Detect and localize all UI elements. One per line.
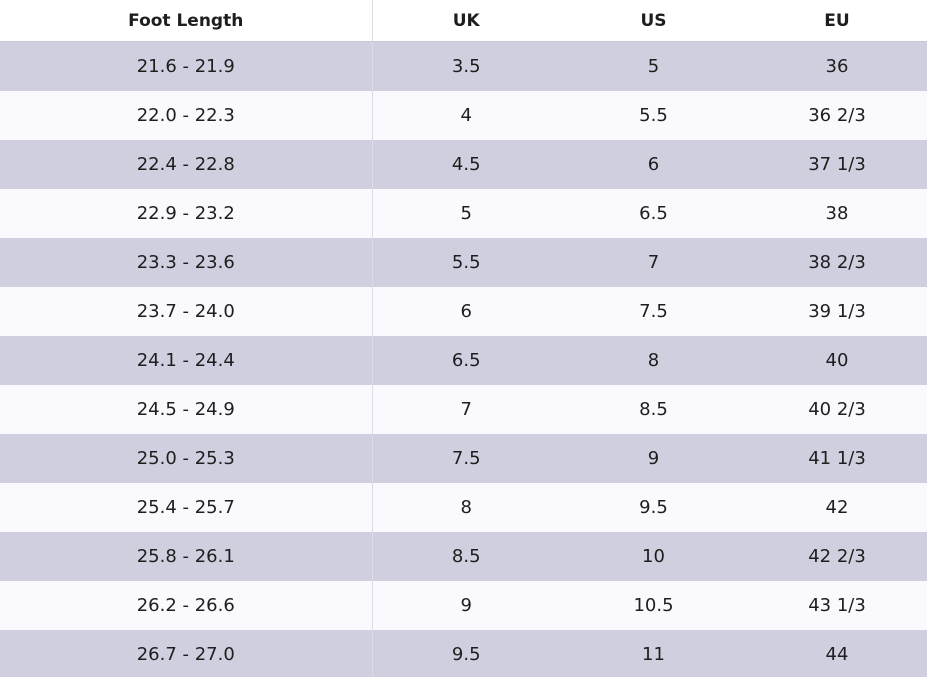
cell-eu: 44 [747,630,927,677]
cell-eu: 42 2/3 [747,532,927,581]
table-body: 21.6 - 21.9 3.5 5 36 22.0 - 22.3 4 5.5 36 2/3 22… [0,41,927,677]
table-row: 22.4 - 22.8 4.5 6 37 1/3 [0,140,927,189]
cell-uk: 8.5 [372,532,560,581]
cell-eu: 36 [747,41,927,91]
cell-eu: 36 2/3 [747,91,927,140]
cell-uk: 5.5 [372,238,560,287]
cell-eu: 40 2/3 [747,385,927,434]
cell-uk: 3.5 [372,41,560,91]
cell-us: 7.5 [560,287,747,336]
cell-eu: 38 [747,189,927,238]
cell-us: 5 [560,41,747,91]
cell-foot-length: 23.3 - 23.6 [0,238,373,287]
cell-foot-length: 25.4 - 25.7 [0,483,373,532]
cell-eu: 43 1/3 [747,581,927,630]
cell-eu: 42 [747,483,927,532]
cell-uk: 9 [372,581,560,630]
cell-foot-length: 22.9 - 23.2 [0,189,373,238]
cell-foot-length: 25.0 - 25.3 [0,434,373,483]
cell-foot-length: 23.7 - 24.0 [0,287,373,336]
table-row: 23.7 - 24.0 6 7.5 39 1/3 [0,287,927,336]
cell-uk: 5 [372,189,560,238]
table-row: 24.5 - 24.9 7 8.5 40 2/3 [0,385,927,434]
header-us: US [560,0,747,42]
header-foot-length: Foot Length [0,0,373,42]
cell-us: 8 [560,336,747,385]
cell-us: 9 [560,434,747,483]
table-header: Foot Length UK US EU [0,0,927,42]
cell-us: 11 [560,630,747,677]
cell-uk: 4 [372,91,560,140]
cell-foot-length: 25.8 - 26.1 [0,532,373,581]
cell-uk: 9.5 [372,630,560,677]
cell-uk: 6.5 [372,336,560,385]
cell-us: 10.5 [560,581,747,630]
cell-us: 8.5 [560,385,747,434]
cell-foot-length: 21.6 - 21.9 [0,41,373,91]
cell-foot-length: 24.5 - 24.9 [0,385,373,434]
table-row: 23.3 - 23.6 5.5 7 38 2/3 [0,238,927,287]
header-eu: EU [747,0,927,42]
cell-uk: 7 [372,385,560,434]
cell-us: 6.5 [560,189,747,238]
cell-foot-length: 26.7 - 27.0 [0,630,373,677]
cell-us: 5.5 [560,91,747,140]
cell-uk: 8 [372,483,560,532]
table-row: 22.9 - 23.2 5 6.5 38 [0,189,927,238]
table-row: 21.6 - 21.9 3.5 5 36 [0,41,927,91]
cell-eu: 37 1/3 [747,140,927,189]
cell-eu: 41 1/3 [747,434,927,483]
cell-uk: 6 [372,287,560,336]
cell-eu: 40 [747,336,927,385]
table-row: 26.2 - 26.6 9 10.5 43 1/3 [0,581,927,630]
cell-us: 9.5 [560,483,747,532]
table-row: 25.0 - 25.3 7.5 9 41 1/3 [0,434,927,483]
cell-foot-length: 24.1 - 24.4 [0,336,373,385]
table-row: 25.4 - 25.7 8 9.5 42 [0,483,927,532]
table-row: 24.1 - 24.4 6.5 8 40 [0,336,927,385]
cell-uk: 4.5 [372,140,560,189]
cell-eu: 39 1/3 [747,287,927,336]
header-uk: UK [372,0,560,42]
cell-uk: 7.5 [372,434,560,483]
cell-us: 6 [560,140,747,189]
table-row: 26.7 - 27.0 9.5 11 44 [0,630,927,677]
cell-foot-length: 22.0 - 22.3 [0,91,373,140]
cell-foot-length: 26.2 - 26.6 [0,581,373,630]
header-row: Foot Length UK US EU [0,0,927,42]
cell-foot-length: 22.4 - 22.8 [0,140,373,189]
cell-us: 7 [560,238,747,287]
table-row: 25.8 - 26.1 8.5 10 42 2/3 [0,532,927,581]
table-row: 22.0 - 22.3 4 5.5 36 2/3 [0,91,927,140]
cell-eu: 38 2/3 [747,238,927,287]
cell-us: 10 [560,532,747,581]
